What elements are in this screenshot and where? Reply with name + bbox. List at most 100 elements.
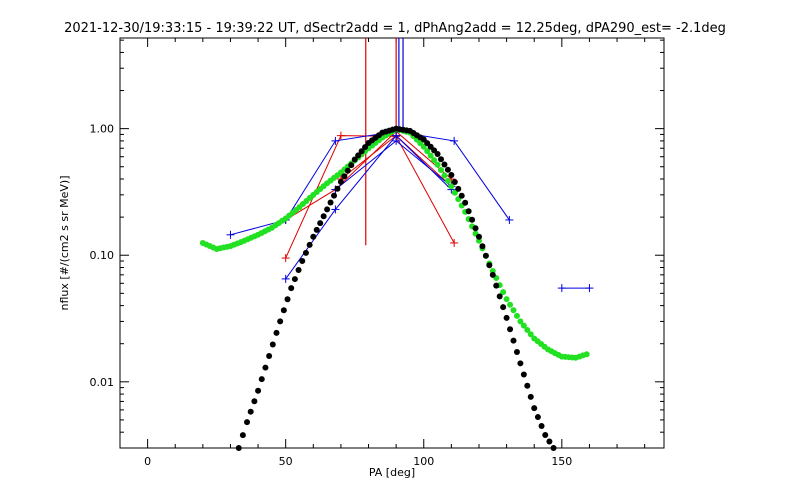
green-fit-dot <box>451 189 458 196</box>
y-axis-label: nflux [#/(cm2 s sr MeV)] <box>58 176 71 311</box>
measured-flux-point <box>392 136 401 145</box>
black-fit-dot <box>344 167 351 174</box>
black-fit-dot <box>513 348 520 355</box>
y-tick-label: 0.10 <box>90 249 115 262</box>
green-fit-dot <box>434 161 441 168</box>
black-fit-dot <box>277 318 284 325</box>
chart-title: 2021-12-30/19:33:15 - 19:39:22 UT, dSect… <box>64 21 726 36</box>
black-fit-dot <box>496 293 503 300</box>
black-fit-dot <box>302 249 309 256</box>
black-fit-dot <box>306 241 313 248</box>
black-fit-dot <box>299 258 306 265</box>
green-fit-dot <box>438 167 445 174</box>
black-fit-dot <box>327 199 334 206</box>
black-fit-dot <box>527 393 534 400</box>
black-fit-dot <box>288 285 295 292</box>
black-fit-dot <box>331 192 338 199</box>
black-fit-dot <box>534 414 541 421</box>
green-fit-dot <box>427 152 434 159</box>
black-fit-dot <box>444 166 451 173</box>
black-fit-dot <box>341 173 348 180</box>
black-fit-dot <box>317 220 324 227</box>
black-fit-dot <box>538 423 545 430</box>
x-tick-label: 150 <box>551 455 572 468</box>
black-fit-dot <box>455 185 462 192</box>
x-tick-label: 0 <box>144 455 151 468</box>
black-fit-dot <box>451 178 458 185</box>
green-fit-dot <box>441 172 448 179</box>
black-fit-dot <box>334 185 341 192</box>
black-fit-dot <box>550 445 557 451</box>
black-fit-dot <box>462 199 469 206</box>
measured-flux-point <box>336 131 345 140</box>
black-fit-dot <box>503 314 510 321</box>
black-fit-dot <box>310 233 317 240</box>
green-fit-dot <box>431 157 438 164</box>
black-fit-dot <box>273 329 280 336</box>
black-fit-dot <box>524 382 531 389</box>
black-fit-dot <box>472 225 479 232</box>
black-fit-dot <box>351 156 358 163</box>
green-fit-dot <box>517 318 524 325</box>
black-fit-dot <box>531 405 538 412</box>
black-fit-dot <box>520 371 527 378</box>
green-fit-dot <box>527 331 534 338</box>
green-fit-dot <box>507 301 514 308</box>
black-fit-dot <box>244 419 251 426</box>
green-fit-dot <box>500 289 507 296</box>
black-fit-dot <box>493 282 500 289</box>
black-fit-dot <box>355 152 362 159</box>
black-fit-dot <box>247 408 254 415</box>
black-fit-dot <box>475 233 482 240</box>
black-fit-dot <box>295 267 302 274</box>
measured-flux-point <box>557 284 566 293</box>
green-fit-dot <box>524 326 531 333</box>
black-fit-dot <box>542 432 549 439</box>
measured-flux-point <box>450 136 459 145</box>
black-fit-dot <box>510 337 517 344</box>
black-fit-dot <box>469 216 476 223</box>
measured-flux-point <box>331 205 340 214</box>
green-fit-dot <box>424 148 431 155</box>
measured-flux-point <box>331 136 340 145</box>
measured-flux-point <box>281 254 290 263</box>
black-fit-dot <box>291 276 298 283</box>
black-fit-dot <box>337 178 344 185</box>
black-fit-dot <box>434 151 441 158</box>
black-fit-dot <box>348 162 355 169</box>
plot-area-frame <box>119 37 665 449</box>
measured-flux-line <box>285 130 452 221</box>
green-fit-dot <box>510 307 517 314</box>
y-tick-label: 0.01 <box>90 376 115 389</box>
black-fit-dot <box>280 307 287 314</box>
black-fit-dot <box>458 192 465 199</box>
measured-flux-point <box>450 238 459 247</box>
black-fit-dot <box>239 432 246 439</box>
x-tick-label: 100 <box>413 455 434 468</box>
black-fit-dot <box>258 376 265 383</box>
black-fit-dot <box>266 352 273 359</box>
black-fit-dot <box>320 213 327 220</box>
black-fit-dot <box>251 398 258 405</box>
black-fit-dot <box>235 445 242 451</box>
black-fit-dot <box>517 360 524 367</box>
green-fit-dot <box>583 351 590 358</box>
green-fit-dot <box>444 177 451 184</box>
black-fit-dot <box>438 156 445 163</box>
measured-flux-point <box>226 230 235 239</box>
black-fit-dot <box>284 296 291 303</box>
y-tick-label: 1.00 <box>90 123 115 136</box>
black-fit-dot <box>313 226 320 233</box>
measured-flux-point <box>585 284 594 293</box>
black-fit-dot <box>546 438 553 445</box>
black-fit-dot <box>500 304 507 311</box>
black-fit-dot <box>507 326 514 333</box>
x-tick-label: 50 <box>279 455 293 468</box>
green-fit-dot <box>520 322 527 329</box>
black-fit-dot <box>269 341 276 348</box>
black-fit-dot <box>255 387 262 394</box>
black-fit-dot <box>479 243 486 250</box>
black-fit-dot <box>324 206 331 213</box>
green-fit-dot <box>513 312 520 319</box>
